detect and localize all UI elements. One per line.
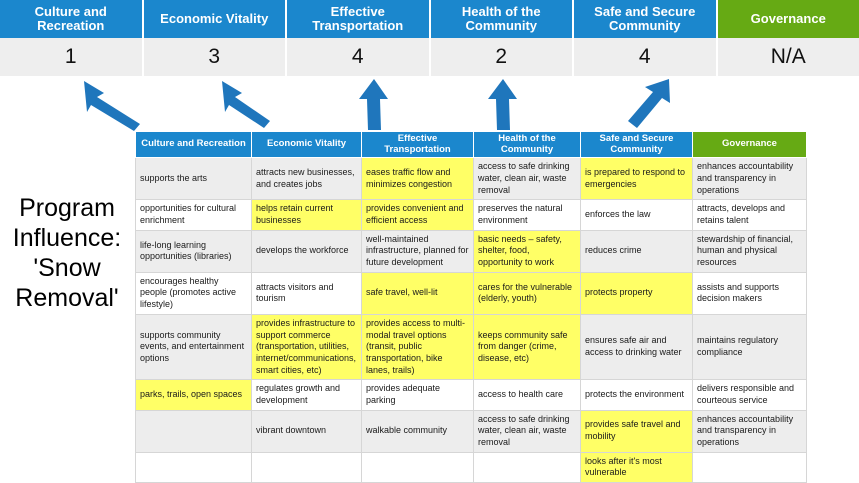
scorecard-value-health-of-the-community: 2	[431, 38, 575, 76]
matrix-cell: looks after it's most vulnerable	[581, 452, 693, 482]
scorecard-value-effective-transportation: 4	[287, 38, 431, 76]
scorecard-header-culture-and-recreation: Culture and Recreation	[0, 0, 144, 38]
matrix-cell: provides infrastructure to support comme…	[252, 314, 362, 379]
matrix-row: encourages healthy people (promotes acti…	[136, 272, 807, 314]
matrix-cell: cares for the vulnerable (elderly, youth…	[474, 272, 581, 314]
matrix-cell: basic needs – safety, shelter, food, opp…	[474, 230, 581, 272]
matrix-cell: stewardship of financial, human and phys…	[693, 230, 807, 272]
matrix-cell: maintains regulatory compliance	[693, 314, 807, 379]
matrix-cell: provides safe travel and mobility	[581, 410, 693, 452]
scorecard-value-culture-and-recreation: 1	[0, 38, 144, 76]
program-influence-label: Program Influence: 'Snow Removal'	[2, 193, 132, 313]
scorecard-header-safe-and-secure-community: Safe and Secure Community	[574, 0, 718, 38]
matrix-cell: delivers responsible and courteous servi…	[693, 380, 807, 410]
matrix-cell: provides access to multi-modal travel op…	[362, 314, 474, 379]
matrix-row: looks after it's most vulnerable	[136, 452, 807, 482]
scorecard-value-economic-vitality: 3	[144, 38, 288, 76]
arrows-layer	[0, 70, 859, 136]
matrix-cell: supports the arts	[136, 158, 252, 200]
matrix-col-header-health-of-the-community: Health of the Community	[474, 132, 581, 158]
matrix-cell: attracts, develops and retains talent	[693, 200, 807, 230]
matrix-row: life-long learning opportunities (librar…	[136, 230, 807, 272]
matrix-cell: vibrant downtown	[252, 410, 362, 452]
matrix-col-header-culture-and-recreation: Culture and Recreation	[136, 132, 252, 158]
matrix-col-header-safe-and-secure-community: Safe and Secure Community	[581, 132, 693, 158]
matrix-cell: enforces the law	[581, 200, 693, 230]
matrix-cell: life-long learning opportunities (librar…	[136, 230, 252, 272]
matrix-cell: access to safe drinking water, clean air…	[474, 158, 581, 200]
matrix-cell: assists and supports decision makers	[693, 272, 807, 314]
matrix-cell	[252, 452, 362, 482]
matrix-col-header-effective-transportation: Effective Transportation	[362, 132, 474, 158]
matrix-cell	[136, 410, 252, 452]
matrix-cell: opportunities for cultural enrichment	[136, 200, 252, 230]
matrix-cell: access to health care	[474, 380, 581, 410]
matrix-cell: attracts new businesses, and creates job…	[252, 158, 362, 200]
matrix-cell: well-maintained infrastructure, planned …	[362, 230, 474, 272]
matrix-cell: protects property	[581, 272, 693, 314]
matrix-cell: attracts visitors and tourism	[252, 272, 362, 314]
matrix-cell: supports community events, and entertain…	[136, 314, 252, 379]
scorecard-header-governance: Governance	[718, 0, 859, 38]
arrow-health-of-the-community	[488, 79, 517, 130]
arrow-safe-and-secure-community	[628, 79, 670, 128]
matrix-cell	[474, 452, 581, 482]
matrix-row: supports community events, and entertain…	[136, 314, 807, 379]
matrix-cell: walkable community	[362, 410, 474, 452]
matrix-cell	[693, 452, 807, 482]
matrix-cell: regulates growth and development	[252, 380, 362, 410]
scorecard-header-effective-transportation: Effective Transportation	[287, 0, 431, 38]
matrix-cell: enhances accountability and transparency…	[693, 158, 807, 200]
scorecard-header-health-of-the-community: Health of the Community	[431, 0, 575, 38]
matrix-col-header-economic-vitality: Economic Vitality	[252, 132, 362, 158]
matrix-cell: safe travel, well-lit	[362, 272, 474, 314]
scorecard-value-governance: N/A	[718, 38, 859, 76]
matrix-cell: is prepared to respond to emergencies	[581, 158, 693, 200]
matrix-cell	[362, 452, 474, 482]
matrix-cell: helps retain current businesses	[252, 200, 362, 230]
matrix-cell: parks, trails, open spaces	[136, 380, 252, 410]
matrix-cell: ensures safe air and access to drinking …	[581, 314, 693, 379]
arrow-effective-transportation	[359, 79, 388, 130]
matrix-cell: protects the environment	[581, 380, 693, 410]
matrix-cell	[136, 452, 252, 482]
matrix-cell: preserves the natural environment	[474, 200, 581, 230]
matrix-cell: reduces crime	[581, 230, 693, 272]
matrix-cell: provides adequate parking	[362, 380, 474, 410]
arrow-culture-and-recreation	[84, 81, 140, 131]
matrix-cell: enhances accountability and transparency…	[693, 410, 807, 452]
matrix-cell: encourages healthy people (promotes acti…	[136, 272, 252, 314]
matrix-cell: provides convenient and efficient access	[362, 200, 474, 230]
matrix-cell: keeps community safe from danger (crime,…	[474, 314, 581, 379]
scorecard-value-safe-and-secure-community: 4	[574, 38, 718, 76]
arrow-economic-vitality	[222, 81, 270, 128]
matrix-cell: eases traffic flow and minimizes congest…	[362, 158, 474, 200]
matrix-col-header-governance: Governance	[693, 132, 807, 158]
matrix-cell: develops the workforce	[252, 230, 362, 272]
matrix-cell: access to safe drinking water, clean air…	[474, 410, 581, 452]
scorecard-header-economic-vitality: Economic Vitality	[144, 0, 288, 38]
